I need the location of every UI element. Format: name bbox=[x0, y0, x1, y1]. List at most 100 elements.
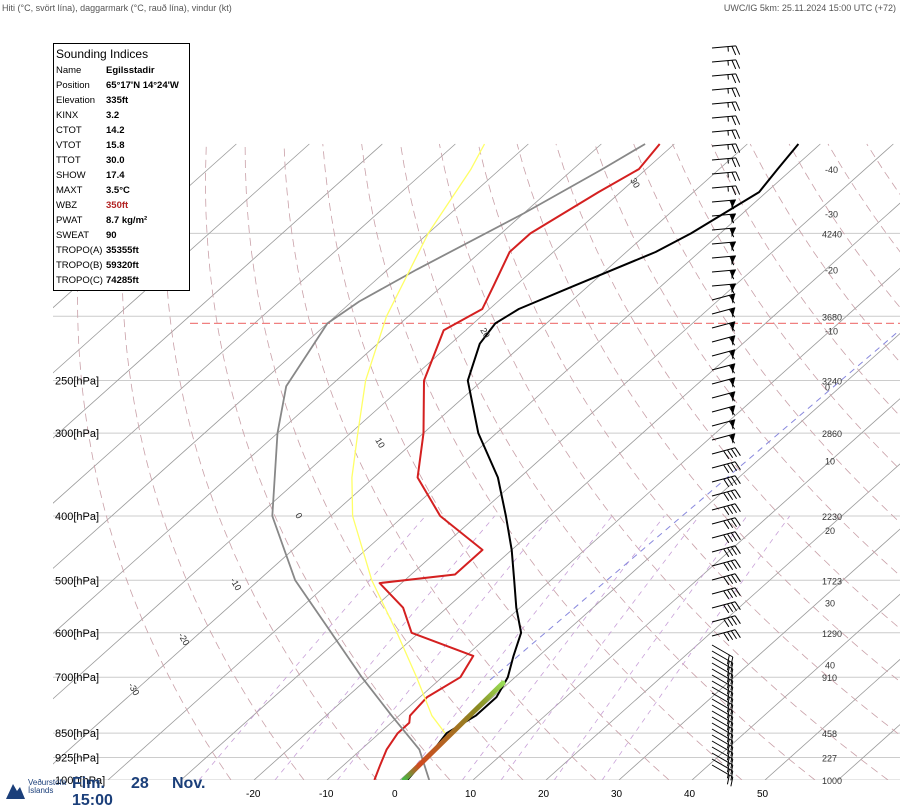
wind-barb-tick bbox=[736, 116, 740, 125]
wind-barb bbox=[712, 406, 735, 416]
wind-barb-tick bbox=[732, 74, 736, 83]
wind-barb-tick bbox=[731, 617, 736, 625]
indices-value: 335ft bbox=[106, 93, 128, 108]
dry-adiabat bbox=[323, 144, 669, 780]
x-tick-label: 20 bbox=[538, 789, 550, 800]
indices-value: 30.0 bbox=[106, 153, 125, 168]
height-label: 1290 bbox=[822, 629, 842, 639]
height-label: 1723 bbox=[822, 576, 842, 586]
wind-barb bbox=[712, 518, 740, 529]
wind-barb-tick bbox=[732, 172, 736, 181]
wind-barb-tick bbox=[727, 590, 732, 598]
wind-barb-tick bbox=[731, 561, 736, 569]
wind-barb bbox=[712, 270, 736, 279]
wind-barb-tick bbox=[732, 88, 736, 97]
x-tick-label: -20 bbox=[246, 789, 261, 800]
indices-value: 8.7 kg/m² bbox=[106, 213, 147, 228]
height-label: 2230 bbox=[822, 512, 842, 522]
wind-barb-tick bbox=[735, 546, 740, 554]
dewpoint-line bbox=[374, 144, 659, 780]
dry-adiabat bbox=[245, 144, 523, 780]
dry-adiabat bbox=[789, 144, 900, 780]
wind-barb bbox=[712, 172, 740, 181]
wind-barb-tick bbox=[724, 605, 729, 613]
wind-barb-tick bbox=[732, 102, 736, 111]
wind-barb-tick bbox=[731, 575, 736, 583]
indices-key: MAXT bbox=[56, 183, 106, 198]
wind-barb-tick bbox=[724, 521, 729, 529]
wind-barb bbox=[712, 336, 735, 346]
wind-barb-tick bbox=[736, 102, 740, 111]
isotherm-line bbox=[692, 144, 900, 780]
mixing-ratio-line bbox=[405, 516, 613, 780]
wind-barb bbox=[712, 765, 733, 786]
wind-barb bbox=[712, 158, 740, 167]
wind-barb bbox=[712, 102, 740, 111]
indices-key: Name bbox=[56, 63, 106, 78]
isotherm-label: -10 bbox=[228, 576, 243, 592]
wind-barb bbox=[712, 88, 740, 97]
wind-barb-tick bbox=[736, 130, 740, 139]
wind-barb bbox=[712, 560, 740, 571]
wind-barb-tick bbox=[727, 492, 732, 500]
wind-barb-tick bbox=[724, 577, 729, 585]
wind-barb-tick bbox=[735, 616, 740, 624]
mixing-ratio-line bbox=[501, 516, 699, 780]
wind-barb-tick bbox=[735, 630, 740, 638]
wind-barb bbox=[712, 420, 735, 430]
x-tick-label: 40 bbox=[684, 789, 696, 800]
wind-barb bbox=[712, 602, 740, 613]
indices-value: 74285ft bbox=[106, 273, 139, 288]
pressure-label: 925[hPa] bbox=[55, 753, 99, 765]
x-tick-label: 50 bbox=[757, 789, 769, 800]
height-label: 458 bbox=[822, 729, 837, 739]
wind-barb-tick bbox=[724, 535, 729, 543]
wind-barb-tick bbox=[724, 451, 729, 459]
dry-adiabat bbox=[284, 144, 596, 780]
indices-key: Position bbox=[56, 78, 106, 93]
wind-barb-tick bbox=[727, 464, 732, 472]
wind-barb bbox=[712, 448, 740, 459]
height-label: 1000 bbox=[822, 776, 842, 786]
indices-key: TROPO(B) bbox=[56, 258, 106, 273]
wind-barb bbox=[712, 364, 735, 374]
wind-barb-tick bbox=[724, 493, 729, 501]
wind-barb bbox=[712, 546, 740, 557]
indices-value: 14.2 bbox=[106, 123, 125, 138]
wind-barb-tick bbox=[727, 604, 732, 612]
wind-barb-tick bbox=[731, 463, 736, 471]
isotherm-line bbox=[254, 144, 900, 780]
right-temp-label: -10 bbox=[825, 326, 838, 336]
height-label: 4240 bbox=[822, 229, 842, 239]
indices-value: 350ft bbox=[106, 198, 128, 213]
wind-barb-tick bbox=[736, 158, 740, 167]
wind-barb-tick bbox=[736, 60, 740, 69]
dry-adiabat bbox=[517, 144, 900, 780]
isotherm-label: -20 bbox=[176, 631, 191, 647]
wind-barb-tick bbox=[735, 560, 740, 568]
wind-barb-tick bbox=[732, 46, 736, 55]
dry-adiabat bbox=[478, 144, 900, 780]
indices-value: 17.4 bbox=[106, 168, 125, 183]
isotherm-line bbox=[619, 144, 900, 780]
wind-barb bbox=[712, 574, 740, 585]
wind-barb bbox=[712, 116, 740, 125]
dry-adiabat bbox=[401, 144, 816, 780]
right-temp-label: 0 bbox=[825, 382, 830, 392]
indices-key: TROPO(A) bbox=[56, 243, 106, 258]
indices-key: PWAT bbox=[56, 213, 106, 228]
wind-barb-tick bbox=[736, 88, 740, 97]
wind-barb bbox=[712, 186, 740, 195]
wind-barb bbox=[712, 284, 736, 293]
parcel-line bbox=[272, 144, 645, 780]
pressure-label: 850[hPa] bbox=[55, 728, 99, 740]
pressure-label: 700[hPa] bbox=[55, 672, 99, 684]
indices-value: 59320ft bbox=[106, 258, 139, 273]
wind-barb-tick bbox=[724, 591, 729, 599]
indices-value: 15.8 bbox=[106, 138, 125, 153]
